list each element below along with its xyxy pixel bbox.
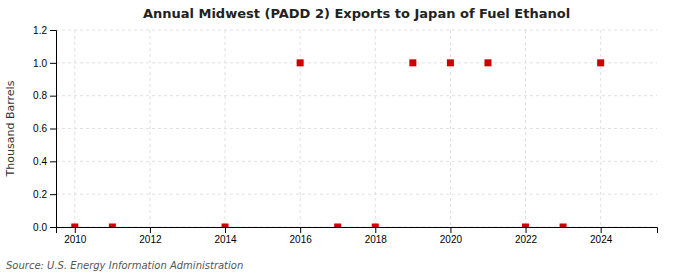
tick: 2010: [64, 227, 87, 245]
grid-line: [375, 30, 376, 227]
tick-label: 0.6: [33, 123, 47, 134]
tick-label: 1.2: [33, 25, 47, 36]
point: [409, 59, 416, 66]
point: [522, 224, 529, 228]
point: [372, 224, 379, 228]
tick: 2020: [440, 227, 463, 245]
tick-mark: [450, 227, 451, 233]
plot: 201020122014201620182020202220240.00.20.…: [33, 25, 657, 245]
tick: 0.6: [33, 123, 56, 134]
grid-line: [56, 194, 657, 195]
tick-mark: [601, 227, 602, 233]
tick-label: 1.0: [33, 58, 47, 69]
tick: 1.2: [33, 25, 56, 36]
point: [597, 59, 604, 66]
tick: 2012: [139, 227, 162, 245]
grid-line: [56, 62, 657, 63]
grid-line: [525, 30, 526, 227]
grid-line: [225, 30, 226, 227]
tick: 0.2: [33, 189, 56, 200]
tick-mark: [225, 227, 226, 233]
grid-line: [149, 30, 150, 227]
axis-line: [57, 228, 658, 234]
tick: 0.4: [33, 156, 56, 167]
point: [109, 224, 116, 228]
point: [334, 224, 341, 228]
point: [71, 224, 78, 228]
tick-label: 2024: [590, 234, 613, 245]
tick-label: 2016: [290, 234, 313, 245]
tick-label: 2010: [64, 234, 87, 245]
tick: 2018: [365, 227, 388, 245]
tick-label: 0.2: [33, 189, 47, 200]
title: Annual Midwest (PADD 2) Exports to Japan…: [143, 6, 570, 21]
grid-line: [56, 95, 657, 96]
point: [484, 59, 491, 66]
tick-mark: [300, 227, 301, 233]
tick-mark: [50, 161, 56, 162]
tick-mark: [50, 63, 56, 64]
tick-mark: [150, 227, 151, 233]
tick: 1.0: [33, 58, 56, 69]
grid-line: [56, 30, 657, 31]
grid-line: [56, 161, 657, 162]
tick: 2022: [515, 227, 538, 245]
tick-label: 0.4: [33, 156, 47, 167]
tick-label: 2018: [365, 234, 388, 245]
point: [297, 59, 304, 66]
point: [222, 224, 229, 228]
tick: 0.0: [33, 222, 56, 233]
grid: [56, 30, 657, 227]
point: [447, 59, 454, 66]
tick: 2024: [590, 227, 613, 245]
tick-mark: [50, 96, 56, 97]
tick-mark: [75, 227, 76, 233]
tick: 2014: [214, 227, 237, 245]
marks: [71, 59, 604, 227]
tick: 2016: [290, 227, 313, 245]
grid-line: [56, 128, 657, 129]
tick-mark: [50, 194, 56, 195]
tick-mark: [375, 227, 376, 233]
tick-label: 2012: [139, 234, 162, 245]
y-axis-label: Thousand Barrels: [4, 80, 17, 177]
tick-label: 0.8: [33, 90, 47, 101]
tick-label: 2020: [440, 234, 463, 245]
chart: 201020122014201620182020202220240.00.20.…: [0, 0, 675, 275]
tick-label: 0.0: [33, 222, 47, 233]
x-axis: 2010 2012 2014 2016 2018 2020 2022 2024: [57, 227, 658, 245]
grid-line: [74, 30, 75, 227]
tick-mark: [50, 30, 56, 31]
tick-label: 2022: [515, 234, 538, 245]
annotation: Source: U.S. Energy Information Administ…: [6, 260, 243, 271]
y-axis: 0.0 0.2 0.4 0.6 0.8 1.0 1.2: [33, 25, 56, 233]
tick: 0.8: [33, 90, 56, 101]
tick-mark: [50, 227, 56, 228]
tick-mark: [526, 227, 527, 233]
tick-mark: [50, 129, 56, 130]
point: [560, 224, 567, 228]
axis-line: [50, 31, 57, 228]
tick-label: 2014: [214, 234, 237, 245]
